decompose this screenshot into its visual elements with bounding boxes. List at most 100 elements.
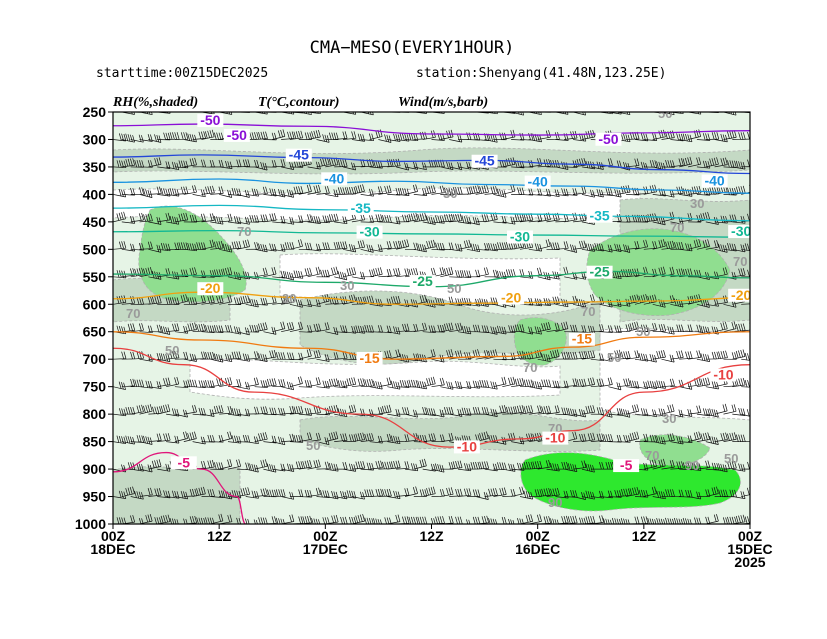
rh-label: 50 <box>165 343 179 358</box>
temperature-contour <box>113 154 750 175</box>
x-tick-label: 00Z <box>101 528 126 544</box>
contour-label-bg <box>568 332 595 346</box>
contour-label-bg <box>498 291 525 305</box>
rh-label: 70 <box>237 224 251 239</box>
temperature-contour <box>113 347 750 448</box>
rh-label: 50 <box>636 324 650 339</box>
temperature-contour-label: -15 <box>359 350 379 366</box>
rh-dry-band-3 <box>189 358 561 400</box>
x-tick-label: 12Z <box>207 528 232 544</box>
contour-label-bg <box>728 225 750 239</box>
rh-label: 30 <box>662 411 676 426</box>
temperature-contour-label: -10 <box>457 438 477 454</box>
contour-label-bg <box>595 132 622 146</box>
rh-80-lower <box>113 466 241 524</box>
x-tick-label: 17DEC <box>303 541 348 557</box>
x-tick-label: 12Z <box>632 528 657 544</box>
temperature-contour-label: -10 <box>713 366 733 382</box>
temperature-contour <box>113 270 750 288</box>
y-tick-label: 300 <box>83 131 107 147</box>
y-tick-label: 500 <box>83 241 107 257</box>
contour-label-bg <box>321 172 348 186</box>
contour-label-bg <box>285 148 312 162</box>
wind-barb-row <box>113 321 750 336</box>
rh-label: 50 <box>306 438 320 453</box>
wind-barb-row <box>113 376 750 391</box>
contour-label-bg <box>223 128 250 142</box>
rh-label: 50 <box>607 350 621 365</box>
temperature-contour-label: -30 <box>359 224 379 240</box>
temperature-contour-label: -50 <box>200 112 220 128</box>
temperature-contour-label: -20 <box>501 290 521 306</box>
rh-label: 50 <box>658 106 672 121</box>
temperature-contour-label: -20 <box>200 280 220 296</box>
contour-label-bg <box>586 209 613 223</box>
temperature-contour <box>113 230 750 238</box>
temperature-contour <box>113 204 750 222</box>
contour-label-bg <box>197 114 224 128</box>
temperature-contour-label: -40 <box>324 170 344 186</box>
rh-label: 90 <box>685 458 699 473</box>
contour-label-bg <box>586 265 613 279</box>
temperature-contour-labels: -50 -50 -50 -45 -45 -40 -40 -40 -35 -35 -30 -30 -30 -… <box>170 112 751 473</box>
temperature-contour-label: -40 <box>704 173 724 189</box>
plot-area: 50 70 30 30 70 70 30 30 50 70 70 50 50 5… <box>113 106 751 524</box>
temperature-contour-label: -5 <box>178 454 191 470</box>
temperature-contour-label: -40 <box>528 174 548 190</box>
temperature-contour-label: -50 <box>598 131 618 147</box>
wind-barb-row <box>113 129 750 143</box>
contour-label-bg <box>524 175 551 189</box>
rh-label: 70 <box>581 304 595 319</box>
y-tick-label: 1000 <box>75 516 106 532</box>
y-axis: 250 300 350 400 450 500 550 600 650 700 750 800 850 9… <box>75 104 113 532</box>
y-tick-label: 400 <box>83 186 107 202</box>
temperature-contour-label: -50 <box>227 127 247 143</box>
temperature-contour <box>113 451 247 524</box>
y-tick-label: 850 <box>83 434 107 450</box>
y-tick-label: 900 <box>83 461 107 477</box>
y-tick-label: 950 <box>83 489 107 505</box>
x-tick-label: 18DEC <box>90 541 135 557</box>
rh-label: 70 <box>670 220 684 235</box>
wind-barb-row <box>113 348 750 363</box>
contour-label-bg <box>506 230 533 244</box>
rh-label: 70 <box>733 254 747 269</box>
contour-label-bg <box>701 174 728 188</box>
temperature-contour-label: -45 <box>289 147 309 163</box>
x-tick-label: 15DEC <box>727 541 772 557</box>
temperature-contour-label: -45 <box>474 153 494 169</box>
x-tick-label: 16DEC <box>515 541 560 557</box>
contour-label-bg <box>471 154 498 168</box>
contour-label-bg <box>613 459 640 473</box>
rh-label: 70 <box>645 448 659 463</box>
contour-label-bg <box>409 275 436 289</box>
contour-label-bg <box>542 431 569 445</box>
legend-temperature: T(°C,contour) <box>258 95 339 110</box>
rh-label: 90 <box>548 495 562 510</box>
temperature-contour-label: -20 <box>731 287 751 303</box>
temperature-contour-label: -30 <box>510 229 530 245</box>
rh-shading <box>113 112 750 524</box>
contour-label-bg <box>728 288 750 302</box>
y-tick-label: 650 <box>83 324 107 340</box>
contour-label-bg <box>356 225 383 239</box>
x-tick-label: 00Z <box>526 528 551 544</box>
y-tick-label: 450 <box>83 214 107 230</box>
rh-label: 50 <box>724 451 738 466</box>
y-tick-label: 350 <box>83 159 107 175</box>
legend-rh: RH(%,shaded) <box>112 95 198 110</box>
temperature-contour-label: -30 <box>731 223 751 239</box>
temperature-contour <box>113 178 750 194</box>
rh-label: 30 <box>282 291 296 306</box>
temperature-contour-label: -35 <box>351 200 371 216</box>
x-tick-label: 00Z <box>738 528 763 544</box>
rh-label: 30 <box>340 278 354 293</box>
x-tick-label: 00Z <box>313 528 338 544</box>
x-tick-label: 12Z <box>419 528 444 544</box>
contour-label-bg <box>356 351 383 365</box>
rh-label: 70 <box>523 360 537 375</box>
y-tick-label: 750 <box>83 379 107 395</box>
rh-80-patch-4 <box>299 411 601 452</box>
temperature-contour-label: -25 <box>589 264 609 280</box>
wind-barb-row <box>113 486 750 500</box>
